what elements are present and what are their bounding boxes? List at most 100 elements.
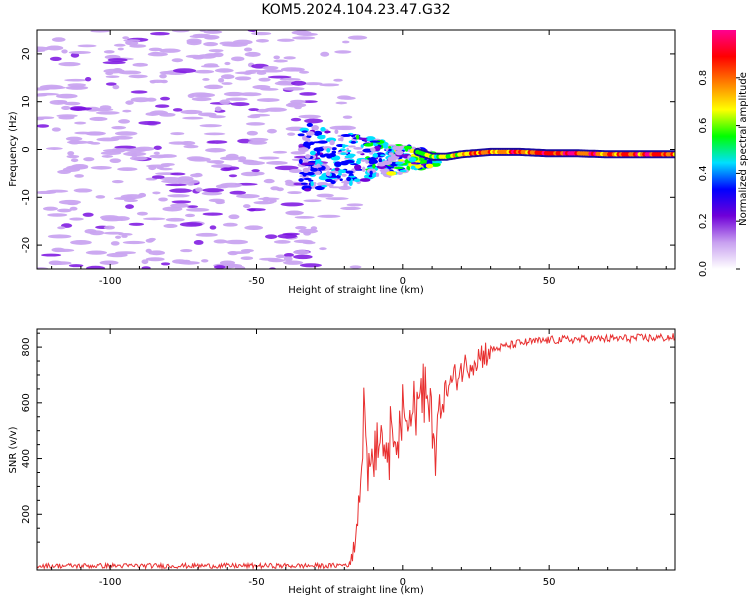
spectrogram-speckle	[294, 216, 315, 219]
spectrogram-speckle	[279, 77, 301, 81]
spectrogram-speckle	[223, 91, 245, 97]
spectrogram-speckle	[151, 175, 165, 179]
snr-x-label: Height of straight line (km)	[288, 585, 424, 596]
spectrogram-speckle	[340, 206, 361, 211]
spectrogram-speckle	[201, 259, 209, 263]
spectrogram-speckle	[180, 109, 203, 115]
spectrogram-mixing-blob	[355, 134, 360, 140]
spectrogram-speckle	[320, 51, 330, 57]
spectrogram-speckle	[280, 67, 303, 72]
spectrogram-speckle	[225, 153, 239, 159]
spectrogram-speckle	[160, 96, 171, 101]
spectrogram-speckle	[61, 49, 68, 54]
spectrogram-speckle	[101, 155, 114, 158]
spectrogram-mixing-blob	[353, 146, 363, 150]
spectrogram-speckle	[58, 62, 81, 67]
colorbar-tick-label: 0.2	[698, 213, 709, 229]
spectrogram-speckle	[57, 208, 72, 213]
spectrogram-mixing-blob	[328, 153, 336, 158]
spectrogram-y-tick-label: 20	[21, 48, 32, 61]
spectrogram-speckle	[193, 239, 204, 245]
spectrogram-speckle	[114, 131, 138, 136]
spectrogram-speckle	[102, 148, 127, 153]
spectrogram-mixing-blob	[324, 130, 331, 134]
figure-title: KOM5.2024.104.23.47.G32	[261, 2, 450, 18]
spectrogram-speckle	[234, 76, 252, 81]
spectrogram-speckle	[103, 68, 125, 74]
spectrogram-speckle	[194, 69, 215, 74]
spectrogram-mixing-blob	[345, 170, 354, 174]
spectrogram-speckle	[248, 137, 269, 142]
spectrogram-speckle	[235, 194, 260, 199]
spectrogram-speckle	[113, 43, 126, 47]
colorbar-ticks: 0.0 0.2 0.4 0.6 0.8	[698, 70, 740, 277]
spectrogram-speckle	[123, 39, 141, 42]
spectrogram-mixing-blob	[386, 171, 397, 176]
spectrogram-speckle	[317, 214, 341, 218]
spectrogram-mixing-blob	[323, 153, 331, 157]
spectrogram-speckle	[207, 140, 228, 144]
spectrogram-mixing-blob	[399, 169, 407, 173]
spectrogram-x-label: Height of straight line (km)	[288, 285, 424, 296]
spectrogram-mixing-blob	[328, 182, 334, 189]
spectrogram-speckle	[89, 141, 101, 145]
spectrogram-speckle	[141, 259, 149, 265]
spectrogram-y-tick-label: -10	[21, 189, 32, 205]
spectrogram-speckle	[301, 100, 318, 104]
spectrogram-speckle	[210, 164, 233, 168]
spectrogram-speckle	[214, 106, 222, 112]
spectrogram-x-ticks: -100 -50 0 50	[51, 30, 667, 287]
spectrogram-speckle	[303, 82, 323, 86]
spectrogram-speckle	[63, 101, 81, 106]
spectrogram-speckle	[329, 125, 350, 130]
spectrogram-speckle	[111, 126, 127, 130]
spectrogram-speckle	[238, 92, 262, 97]
spectrogram-mixing-blob	[299, 175, 304, 178]
spectrogram-speckle	[68, 264, 84, 268]
spectrogram-speckle	[172, 68, 197, 74]
spectrogram-speckle	[170, 132, 185, 136]
spectrogram-speckle	[56, 114, 78, 118]
spectrogram-speckle	[192, 33, 211, 37]
spectrogram-speckle	[43, 86, 66, 90]
spectrogram-speckle	[277, 38, 295, 42]
spectrogram-mixing-blob	[303, 141, 310, 146]
spectrogram-mixing-blob	[372, 153, 379, 158]
spectrogram-speckle	[227, 250, 239, 256]
spectrogram-speckle	[49, 56, 62, 61]
snr-x-tick-label: -50	[248, 577, 264, 588]
spectrogram-speckle	[303, 199, 322, 203]
spectrogram-speckle	[203, 63, 219, 68]
spectrogram-speckle	[273, 240, 291, 244]
spectrogram-mixing-blob	[305, 154, 311, 159]
spectrogram-speckle	[122, 109, 132, 113]
spectrogram-speckle	[90, 165, 112, 170]
snr-series-line	[37, 332, 675, 570]
colorbar: 0.0 0.2 0.4 0.6 0.8 Normalized spectral ampl…	[698, 30, 749, 277]
spectrogram-speckle	[64, 78, 88, 82]
spectrogram-speckle	[122, 240, 146, 245]
spectrogram-speckle	[224, 239, 249, 245]
spectrogram-speckle	[231, 56, 245, 62]
spectrogram-mixing-blob	[346, 176, 352, 182]
spectrogram-speckle	[47, 234, 72, 239]
spectrogram-speckle	[106, 252, 128, 258]
spectrogram-speckle	[213, 239, 228, 244]
spectrogram-mixing-blob	[330, 180, 336, 185]
spectrogram-speckle	[219, 99, 231, 105]
spectrogram-speckle	[100, 151, 122, 156]
spectrogram-speckle	[248, 108, 259, 112]
spectrogram-mixing-blob	[339, 178, 343, 181]
spectrogram-speckle	[159, 73, 167, 79]
spectrogram-mixing-blob	[356, 150, 364, 154]
spectrogram-speckle	[70, 107, 92, 111]
spectrogram-speckle	[245, 122, 266, 126]
spectrogram-mixing-blob	[356, 159, 361, 165]
spectrogram-speckle	[304, 118, 324, 124]
spectrogram-speckle	[158, 197, 168, 202]
spectrogram-speckle	[349, 265, 362, 269]
spectrogram-mixing-blob	[369, 151, 374, 155]
spectrogram-speckle	[199, 124, 223, 128]
spectrogram-speckle	[256, 98, 280, 102]
